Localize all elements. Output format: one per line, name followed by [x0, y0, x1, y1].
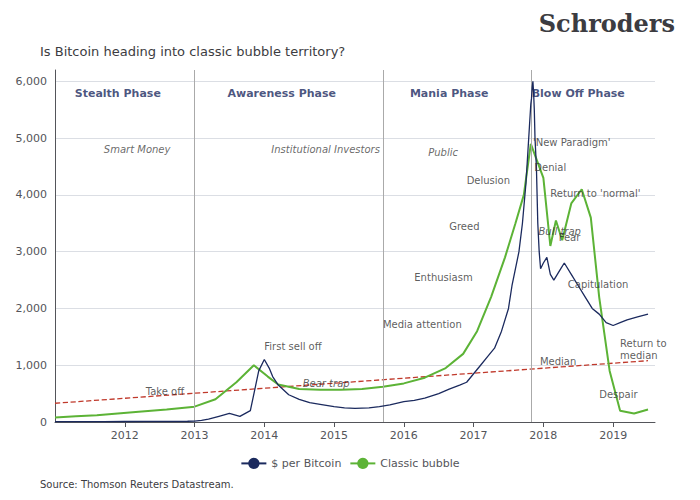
svg-text:Is Bitcoin heading into classi: Is Bitcoin heading into classic bubble t… — [40, 44, 345, 59]
svg-text:'New Paradigm': 'New Paradigm' — [533, 137, 611, 148]
svg-text:2019: 2019 — [599, 429, 627, 442]
svg-text:Capitulation: Capitulation — [568, 279, 629, 290]
svg-text:Take off: Take off — [145, 386, 185, 397]
svg-text:Smart Money: Smart Money — [104, 144, 172, 155]
svg-text:2014: 2014 — [250, 429, 278, 442]
svg-text:5,000: 5,000 — [16, 132, 48, 145]
svg-text:Despair: Despair — [599, 389, 638, 400]
svg-text:2016: 2016 — [390, 429, 418, 442]
svg-text:Schroders: Schroders — [539, 9, 675, 38]
svg-text:Source: Thomson Reuters Datast: Source: Thomson Reuters Datastream. — [40, 479, 234, 490]
svg-text:Stealth Phase: Stealth Phase — [75, 87, 161, 100]
svg-text:0: 0 — [40, 416, 47, 429]
svg-text:Institutional Investors: Institutional Investors — [271, 144, 380, 155]
svg-text:Denial: Denial — [534, 162, 566, 173]
svg-text:Greed: Greed — [449, 221, 479, 232]
svg-text:Fear: Fear — [559, 232, 581, 243]
svg-text:Enthusiasm: Enthusiasm — [414, 272, 472, 283]
svg-text:Blow Off Phase: Blow Off Phase — [532, 87, 625, 100]
svg-text:$ per Bitcoin: $ per Bitcoin — [271, 457, 341, 470]
svg-text:Mania Phase: Mania Phase — [410, 87, 489, 100]
svg-text:4,000: 4,000 — [16, 188, 48, 201]
svg-text:2013: 2013 — [181, 429, 209, 442]
svg-text:Delusion: Delusion — [467, 175, 510, 186]
svg-text:Return to 'normal': Return to 'normal' — [550, 188, 640, 199]
svg-text:First sell off: First sell off — [264, 341, 322, 352]
svg-text:Classic bubble: Classic bubble — [380, 457, 460, 470]
svg-text:Awareness Phase: Awareness Phase — [227, 87, 336, 100]
svg-text:1,000: 1,000 — [16, 359, 48, 372]
svg-text:2017: 2017 — [460, 429, 488, 442]
svg-text:3,000: 3,000 — [16, 245, 48, 258]
svg-text:median: median — [620, 350, 658, 361]
svg-text:Return to: Return to — [620, 338, 666, 349]
svg-text:2012: 2012 — [111, 429, 139, 442]
svg-text:Public: Public — [428, 147, 458, 158]
svg-text:6,000: 6,000 — [16, 75, 48, 88]
svg-text:2,000: 2,000 — [16, 302, 48, 315]
svg-text:Bear trap: Bear trap — [303, 378, 350, 389]
svg-text:Median: Median — [540, 356, 576, 367]
svg-text:2018: 2018 — [529, 429, 557, 442]
svg-text:2015: 2015 — [320, 429, 348, 442]
svg-text:Media attention: Media attention — [383, 319, 462, 330]
